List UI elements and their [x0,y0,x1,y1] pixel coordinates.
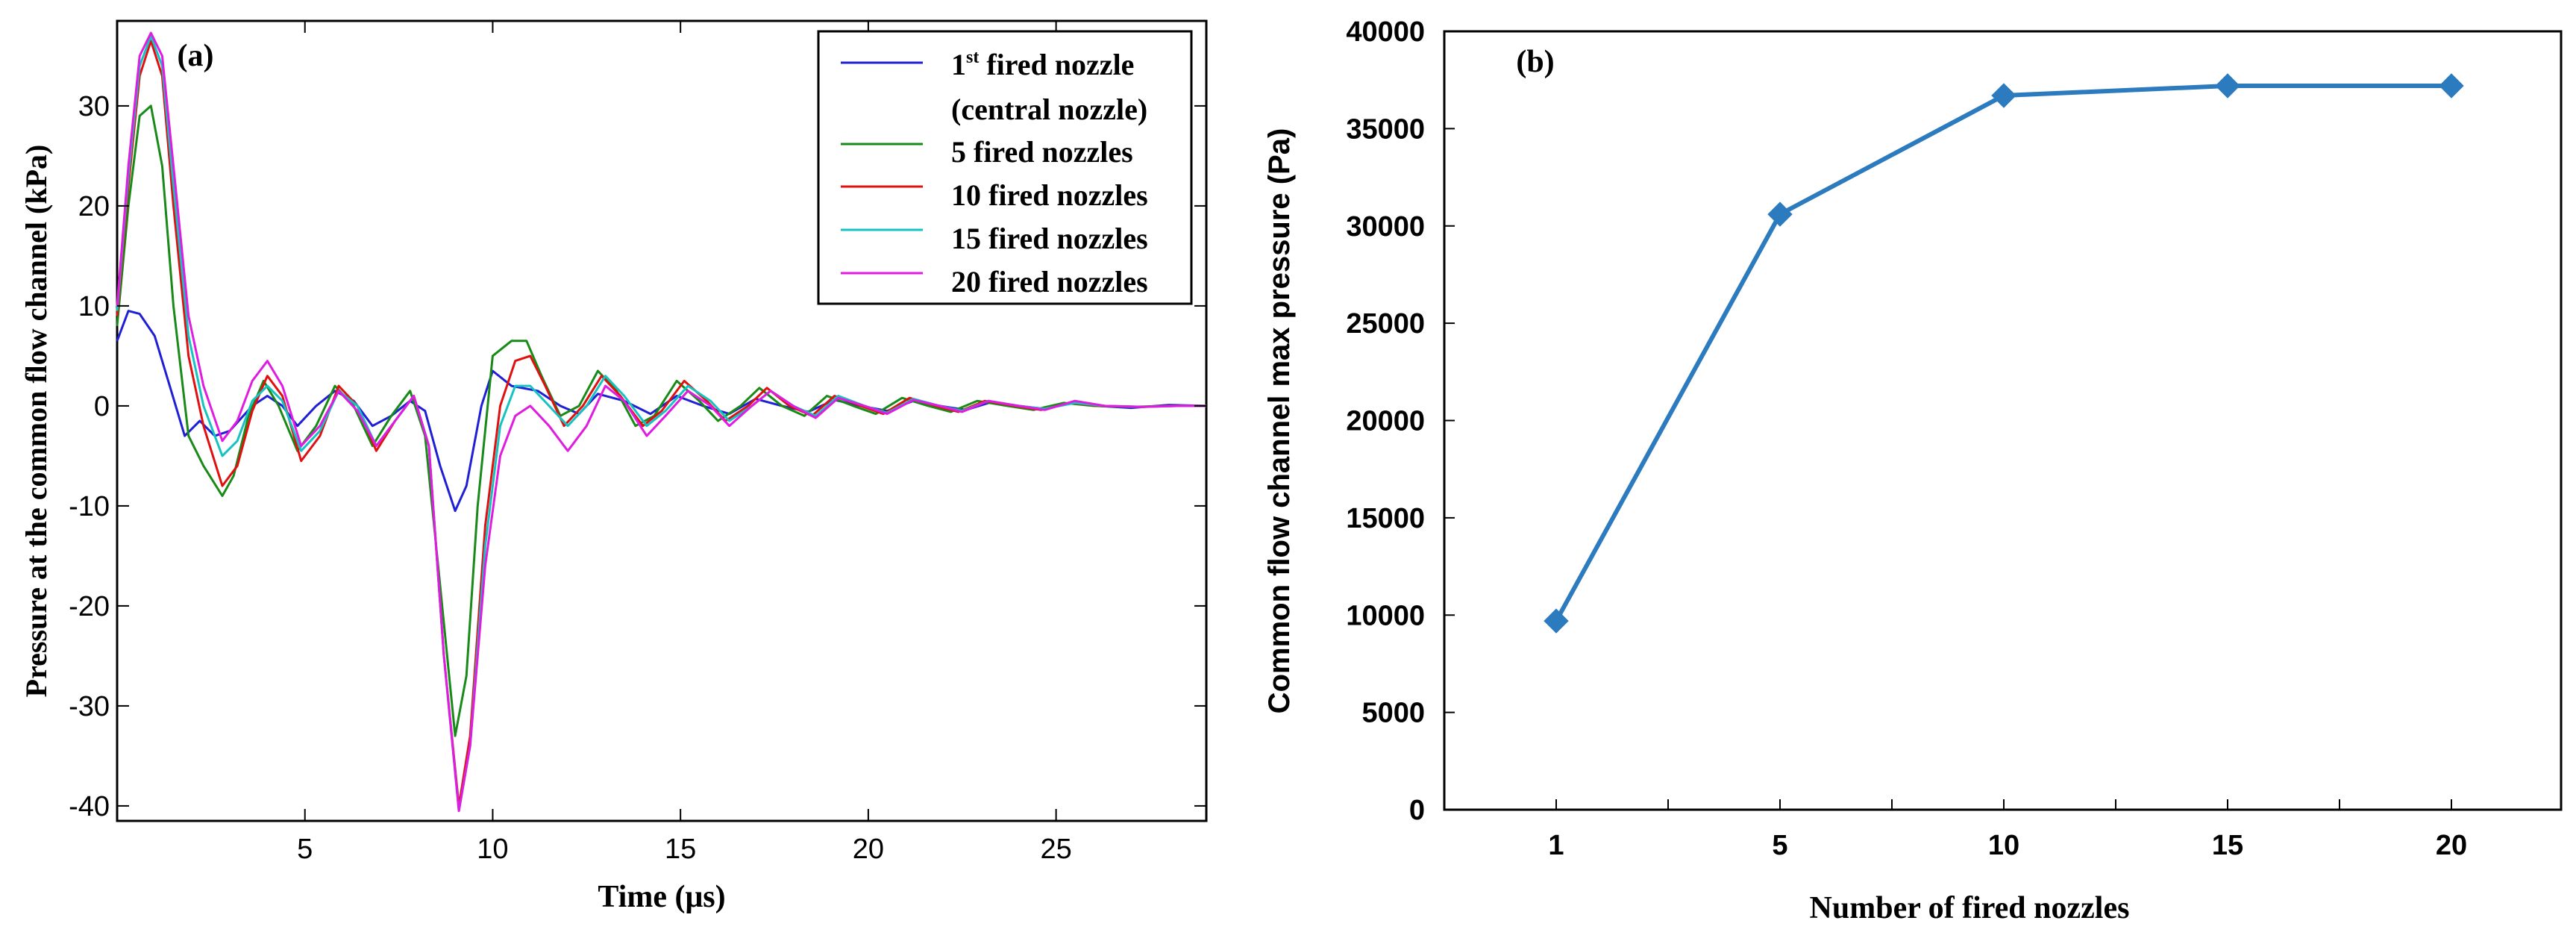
panel-b-max-pressure: 1 5 10 15 2005000100001500020000250003000035… [1263,16,2563,925]
panel-b-x-tick-label: 5 [1772,830,1787,861]
panel-a-series-line-5 [116,31,1206,813]
legend-entry-1-line1: 1st fired nozzle [951,48,1134,81]
panel-b-x-tick-label: 20 [2436,830,2467,861]
panel-a-x-tick-label: 5 [297,834,313,865]
panel-a-y-tick-label: 0 [94,391,110,422]
legend-box [817,30,1193,305]
panel-a-y-tick-label: 20 [78,191,110,222]
panel-a-y-tick-label: -10 [69,491,110,522]
panel-b-marker-1 [1544,608,1569,634]
panel-b-y-tick-label: 5000 [1361,698,1425,729]
panel-a-series-group [116,31,1207,813]
panel-b-marker-20 [2439,73,2464,99]
panel-b-y-tick-label: 40000 [1346,16,1425,48]
panel-b-x-tick-label: 1 [1548,830,1564,861]
panel-a-x-tick-label: 10 [477,834,508,865]
panel-b-y-tick-label: 0 [1409,795,1425,826]
panel-a-x-tick-label: 25 [1040,834,1071,865]
panel-a-y-tick-label: 10 [78,291,110,322]
panel-a-legend: 1st fired nozzle (central nozzle) 5 fire… [817,30,1193,305]
panel-b-marker-10 [1991,83,2016,108]
legend-entry-5: 20 fired nozzles [951,265,1148,299]
panel-a-y-tick-label: -20 [69,591,110,622]
panel-a-label: (a) [178,39,214,73]
panel-b-x-axis-label: Number of fired nozzles [1810,891,2130,925]
panel-a-y-axis-label: Pressure at the common flow channel (kPa… [19,145,53,698]
panel-b-plot-area [1443,30,2563,811]
panel-b-y-tick-label: 10000 [1346,600,1425,631]
panel-b-series-group [1544,73,2464,634]
panel-b-y-tick-label: 25000 [1346,308,1425,340]
panel-b-marker-5 [1767,201,1793,227]
panel-a-y-tick-label: -30 [69,691,110,722]
panel-b-label: (b) [1516,45,1554,79]
panel-a-ticks: 5 10 15 20 25 -40 -30 -20 -10 0 10 20 30 [69,21,1206,865]
panel-b-x-tick-label: 10 [1988,830,2019,861]
panel-a-y-tick-label: 30 [78,91,110,122]
panel-b-y-tick-label: 15000 [1346,503,1425,534]
legend-entry-3: 10 fired nozzles [951,178,1148,212]
panel-b-marker-15 [2215,73,2240,99]
legend-entry-4: 15 fired nozzles [951,222,1148,255]
panel-a-pressure-vs-time: 5 10 15 20 25 -40 -30 -20 -10 0 10 20 30 (a) Time (μ… [19,19,1208,914]
panel-b-y-axis-label: Common flow channel max pressure (Pa) [1263,128,1296,714]
panel-b-y-tick-label: 30000 [1346,211,1425,243]
panel-b-x-tick-label: 15 [2212,830,2243,861]
panel-b-y-tick-label: 35000 [1346,113,1425,145]
panel-a-x-tick-label: 15 [665,834,696,865]
panel-b-y-tick-label: 20000 [1346,406,1425,437]
panel-b-ticks: 1 5 10 15 2005000100001500020000250003000035… [1346,16,2467,861]
panel-a-x-axis-label: Time (μs) [598,880,725,914]
panel-a-y-tick-label: -40 [69,791,110,822]
legend-entry-2: 5 fired nozzles [951,135,1133,169]
panel-a-x-tick-label: 20 [853,834,884,865]
legend-entry-1-line2: (central nozzle) [951,93,1147,126]
